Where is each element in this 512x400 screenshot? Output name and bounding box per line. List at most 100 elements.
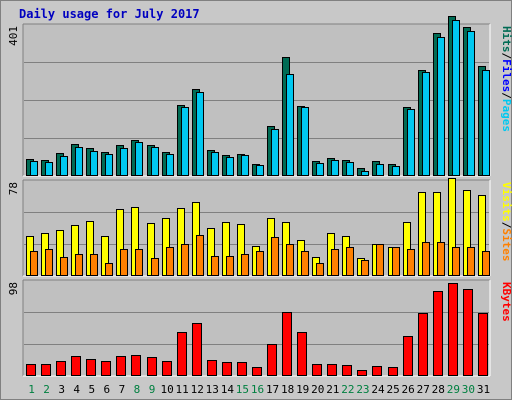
bar-kbytes-day-6 <box>101 361 111 376</box>
bar-sites-day-3 <box>60 257 68 276</box>
legend-entry-slash: / <box>500 92 512 99</box>
bar-sites-day-1 <box>30 251 38 276</box>
legend-entry-kbytes: KBytes <box>500 282 512 322</box>
legend-hits-files-pages: Hits/Files/Pages <box>500 26 512 132</box>
bar-kbytes-day-7 <box>116 356 126 376</box>
x-tick-label-day-1: 1 <box>28 383 35 396</box>
bar-sites-day-22 <box>346 247 354 276</box>
bar-sites-day-12 <box>196 235 204 276</box>
x-tick-label-day-20: 20 <box>311 383 324 396</box>
bar-kbytes-day-11 <box>177 332 187 376</box>
bar-sites-day-25 <box>392 247 400 276</box>
bar-files-day-8 <box>135 142 143 176</box>
bar-kbytes-day-24 <box>372 366 382 376</box>
bar-files-day-31 <box>482 70 490 176</box>
bar-sites-day-13 <box>211 256 219 276</box>
bar-sites-day-31 <box>482 251 490 276</box>
bar-kbytes-day-3 <box>56 361 66 376</box>
bar-files-day-6 <box>105 154 113 176</box>
scale-label-visits-sites: 78 <box>7 182 20 195</box>
bar-sites-day-10 <box>166 247 174 276</box>
legend-entry-pages: Pages <box>500 99 512 132</box>
x-tick-label-day-18: 18 <box>281 383 294 396</box>
bar-sites-day-11 <box>181 244 189 276</box>
bar-files-day-18 <box>286 74 294 176</box>
bar-kbytes-day-10 <box>162 361 172 376</box>
bar-files-day-1 <box>30 161 38 176</box>
bar-files-day-16 <box>256 165 264 176</box>
scale-label-hits-files-pages: 401 <box>7 26 20 46</box>
bar-files-day-20 <box>316 163 324 176</box>
bar-kbytes-day-4 <box>71 356 81 376</box>
bar-sites-day-18 <box>286 244 294 276</box>
x-tick-label-day-29: 29 <box>447 383 460 396</box>
bar-sites-day-28 <box>437 242 445 276</box>
x-tick-label-day-26: 26 <box>402 383 415 396</box>
bar-files-day-19 <box>301 107 309 176</box>
x-tick-label-day-16: 16 <box>251 383 264 396</box>
bar-kbytes-day-8 <box>131 355 141 376</box>
bar-sites-day-24 <box>376 244 384 276</box>
bar-files-day-21 <box>331 160 339 176</box>
bar-sites-day-20 <box>316 263 324 276</box>
bar-sites-day-19 <box>301 251 309 276</box>
bar-sites-day-23 <box>361 260 369 276</box>
legend-kbytes: KBytes <box>500 282 512 322</box>
bar-kbytes-day-18 <box>282 312 292 376</box>
bar-sites-day-7 <box>120 249 128 276</box>
bar-files-day-29 <box>452 20 460 176</box>
bar-sites-day-21 <box>331 249 339 276</box>
x-tick-label-day-19: 19 <box>296 383 309 396</box>
bar-kbytes-day-28 <box>433 291 443 376</box>
bar-sites-day-30 <box>467 247 475 276</box>
bar-files-day-14 <box>226 157 234 176</box>
x-tick-label-day-17: 17 <box>266 383 279 396</box>
bar-files-day-9 <box>151 147 159 176</box>
x-tick-label-day-14: 14 <box>221 383 235 396</box>
bar-kbytes-day-23 <box>357 370 367 376</box>
x-tick-label-day-7: 7 <box>119 383 126 396</box>
bar-kbytes-day-29 <box>448 283 458 376</box>
chart-title: Daily usage for July 2017 <box>19 7 200 21</box>
bar-files-day-27 <box>422 72 430 176</box>
bar-kbytes-day-14 <box>222 362 232 376</box>
legend-entry-slash: / <box>500 222 512 229</box>
x-tick-label-day-11: 11 <box>176 383 189 396</box>
bar-kbytes-day-30 <box>463 289 473 376</box>
bar-sites-day-5 <box>90 254 98 276</box>
bar-files-day-15 <box>241 155 249 176</box>
x-tick-label-day-15: 15 <box>236 383 249 396</box>
x-tick-label-day-3: 3 <box>58 383 65 396</box>
legend-entry-hits: Hits <box>500 26 512 53</box>
bar-sites-day-9 <box>151 258 159 276</box>
legend-entry-visits: Visits <box>500 182 512 222</box>
bar-files-day-4 <box>75 147 83 176</box>
bar-kbytes-day-25 <box>388 367 398 376</box>
bar-sites-day-8 <box>135 249 143 276</box>
x-tick-label-day-31: 31 <box>477 383 490 396</box>
x-tick-label-day-13: 13 <box>206 383 219 396</box>
bar-files-day-11 <box>181 107 189 176</box>
bar-files-day-25 <box>392 166 400 176</box>
bar-kbytes-day-1 <box>26 364 36 376</box>
bar-files-day-24 <box>376 164 384 176</box>
bar-files-day-10 <box>166 154 174 176</box>
bar-kbytes-day-22 <box>342 365 352 376</box>
bar-sites-day-27 <box>422 242 430 276</box>
x-tick-label-day-30: 30 <box>462 383 475 396</box>
bar-sites-day-17 <box>271 237 279 276</box>
bar-kbytes-day-19 <box>297 332 307 376</box>
x-tick-label-day-22: 22 <box>341 383 354 396</box>
legend-visits-sites: Visits/Sites <box>500 182 512 262</box>
bar-kbytes-day-20 <box>312 364 322 376</box>
x-tick-label-day-8: 8 <box>134 383 141 396</box>
bar-files-day-26 <box>407 109 415 176</box>
bar-kbytes-day-21 <box>327 364 337 376</box>
bar-files-day-22 <box>346 162 354 176</box>
x-tick-label-day-10: 10 <box>160 383 173 396</box>
bar-files-day-3 <box>60 156 68 176</box>
bar-files-day-13 <box>211 152 219 176</box>
bar-kbytes-day-16 <box>252 367 262 376</box>
bar-files-day-7 <box>120 148 128 176</box>
